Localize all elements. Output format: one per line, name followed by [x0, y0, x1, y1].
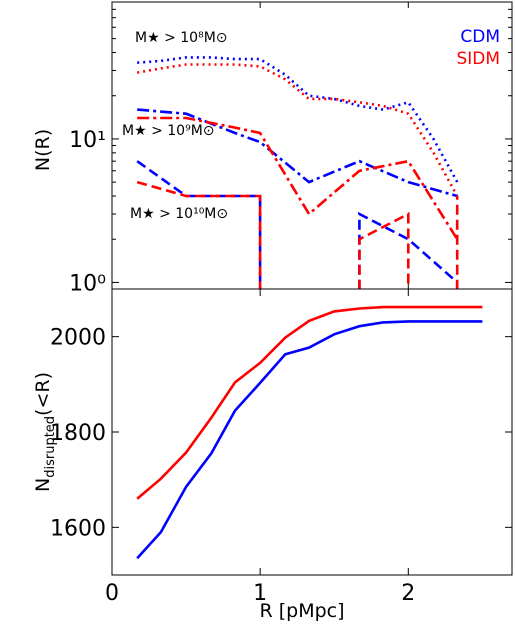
- series-line-sidm-1e10: [136, 180, 459, 289]
- x-tick-label: 1: [253, 581, 267, 606]
- series-line-cdm-1e8: [137, 56, 459, 183]
- mass-cut-annotation: M★ > 10¹⁰M⊙: [130, 206, 228, 222]
- mass-cut-annotation: M★ > 10⁹M⊙: [122, 123, 215, 139]
- y-tick-label: 1600: [50, 516, 106, 541]
- y-tick-label: 1800: [50, 421, 106, 446]
- series-line-cdm-1e9: [137, 108, 458, 198]
- x-tick-label: 2: [401, 581, 415, 606]
- top-y-axis-label: N(R): [32, 129, 54, 171]
- y-tick-label: 10¹: [69, 128, 106, 153]
- x-axis-label: R [pMpc]: [259, 600, 344, 622]
- mass-cut-annotation: M★ > 10⁸M⊙: [135, 30, 228, 46]
- bottom-plot-frame: [111, 288, 513, 576]
- y-tick-label: 10⁰: [69, 271, 106, 296]
- legend-cdm: CDM: [460, 27, 500, 47]
- legend-sidm: SIDM: [456, 49, 500, 69]
- bottom-panel: 1600 1800 2000 0 1 2 Ndisrupted(<R) R [pMpc]: [32, 288, 513, 622]
- series-line-sidm-1e9: [137, 116, 459, 240]
- x-tick-label: 0: [105, 581, 119, 606]
- cumulative-line-cdm: [136, 320, 483, 560]
- y-tick-label: 2000: [50, 326, 106, 351]
- bottom-y-axis-label: Ndisrupted(<R): [32, 372, 58, 492]
- cumulative-line-sidm: [136, 305, 483, 500]
